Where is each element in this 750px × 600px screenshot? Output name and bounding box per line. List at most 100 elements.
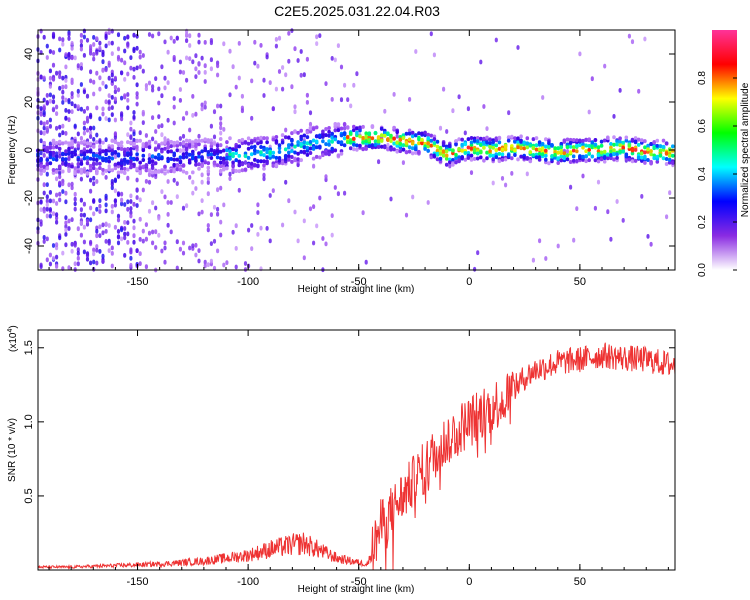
spectrogram-cell (401, 147, 406, 152)
spectrogram-cell (265, 226, 269, 231)
spectrogram-cell (630, 39, 635, 45)
spectrogram-cell (485, 126, 489, 131)
spectrogram-cell (82, 151, 87, 156)
spectrogram-cell (565, 145, 570, 150)
spectrogram-cell (253, 60, 257, 66)
spectrogram-cell (578, 138, 582, 143)
spectrogram-cell (547, 161, 551, 166)
spectrogram-cell (153, 155, 158, 160)
spectrogram-cell (553, 155, 557, 160)
spectrogram-cell (265, 140, 269, 145)
spectrogram-cell (70, 145, 74, 150)
spectrogram-cell (544, 144, 548, 149)
spectrogram-cell (643, 154, 647, 159)
spectrogram-cell (485, 140, 489, 145)
spectrogram-cell (188, 56, 192, 61)
spectrogram-cell (184, 138, 189, 143)
spectrogram-cell (559, 145, 564, 150)
spectrogram-cell (107, 223, 111, 228)
spectrogram-cell (222, 202, 226, 208)
spectrogram-cell (441, 141, 446, 146)
spectrogram-cell (88, 163, 93, 168)
spectrogram-cell (293, 104, 297, 110)
spectrogram-cell (194, 242, 198, 248)
spectrogram-cell (621, 149, 625, 154)
spectrogram-cell (333, 57, 337, 63)
spectrogram-cell (42, 130, 46, 136)
spectrogram-cell (284, 72, 288, 78)
spectrogram-cell (287, 143, 291, 148)
spectrogram-cell (147, 172, 152, 178)
spectrogram-cell (85, 37, 90, 43)
spectrogram-cell (367, 138, 372, 143)
spectrogram-cell (352, 82, 356, 88)
spectrogram-cell (110, 112, 114, 117)
spectrogram-cell (355, 126, 359, 131)
spectrogram-cell (550, 143, 554, 147)
spectrogram-cell (395, 149, 400, 154)
spectrogram-cell (123, 231, 127, 237)
spectrogram-cell (58, 150, 62, 156)
spectrogram-cell (513, 148, 517, 153)
spectrogram-cell (556, 161, 560, 165)
spectrogram-cell (191, 170, 195, 175)
spectrogram-cell (438, 151, 443, 156)
spectrogram-cell (104, 99, 108, 105)
spectrogram-cell (104, 221, 108, 227)
spectrogram-x-ticks: -150 -100 -50 0 50 (48, 30, 669, 288)
spectrogram-cell (64, 224, 68, 229)
spectrogram-cell (519, 154, 523, 159)
spectrogram-cell (126, 97, 130, 103)
spectrogram-cell (584, 154, 588, 159)
spectrogram-cell (584, 143, 588, 148)
spectrogram-cell (225, 161, 229, 165)
spectrogram-cell (299, 149, 304, 154)
spectrogram-cell (85, 141, 90, 146)
spectrogram-cell (64, 131, 68, 136)
spectrogram-cell (661, 147, 666, 152)
spectrogram-cell (290, 159, 294, 164)
spectrogram-cell (110, 185, 114, 191)
snr-multiplier-close: ) (8, 325, 19, 328)
spectrogram-cell (85, 144, 90, 149)
spectrogram-cell (73, 242, 77, 248)
spectrogram-cell (116, 240, 121, 246)
spectrogram-cell (308, 146, 313, 151)
spectrogram-cell (76, 255, 80, 261)
spectrogram-cell (615, 199, 619, 204)
spectrogram-cell (89, 44, 93, 49)
spectrogram-cell (187, 143, 192, 148)
spectrogram-cell (417, 131, 421, 136)
spectrogram-cell (107, 155, 111, 160)
spectrogram-cell (61, 75, 65, 81)
spectrogram-cell (67, 226, 71, 231)
spectrogram-cell (454, 139, 458, 144)
spectrogram-cell (256, 159, 260, 164)
spectrogram-cell (510, 156, 514, 161)
spectrogram-cell (135, 45, 139, 51)
spectrogram-cell (664, 157, 669, 161)
spectrogram-cell (113, 96, 117, 102)
spectrogram-cell (61, 100, 65, 105)
spectrogram-cell (178, 141, 182, 147)
spectrogram-cell (318, 133, 322, 138)
spectrogram-cell (510, 146, 514, 151)
spectrogram-cell (79, 220, 83, 226)
spectrogram-cell (104, 152, 108, 157)
spectrogram-cell (126, 105, 130, 111)
spectrogram-cell (89, 205, 93, 211)
spectrogram-cell (305, 141, 310, 146)
spectrogram-cell (587, 151, 591, 156)
spectrogram-cell (562, 138, 567, 143)
spectrogram-cell (479, 155, 483, 160)
spectrogram-cell (191, 243, 195, 249)
spectrogram-cell (525, 144, 530, 149)
spectrogram-cell (98, 249, 102, 254)
spectrogram-cell (460, 156, 465, 160)
spectrogram-cell (144, 236, 148, 242)
spectrogram-cell (284, 179, 288, 185)
spectrogram-cell (73, 171, 77, 176)
spectrogram-cell (640, 151, 644, 156)
spectrogram-cell (197, 133, 201, 139)
spectrogram-cell (191, 113, 195, 118)
